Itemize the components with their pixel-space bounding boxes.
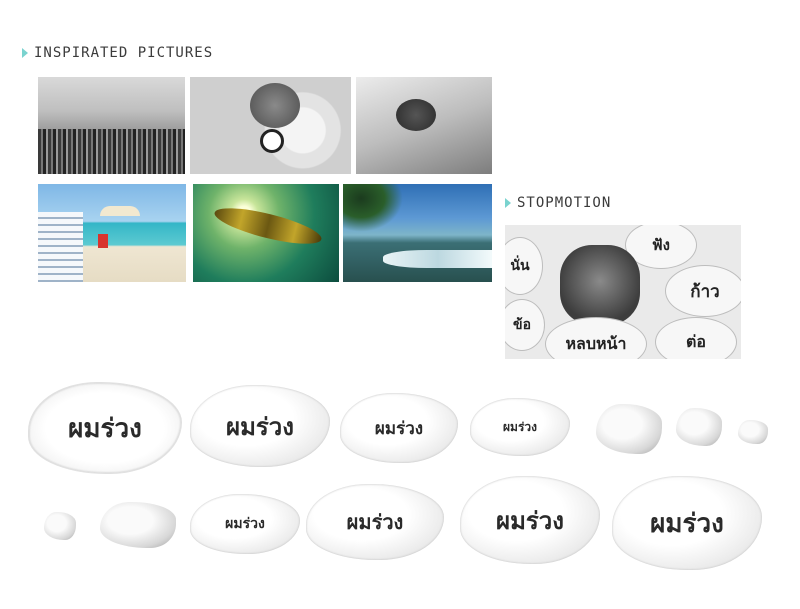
stopmotion-title: STOPMOTION — [517, 195, 612, 211]
crumpled-word-frame: ผมร่วง — [306, 484, 444, 560]
underwater-kelp-photo — [193, 184, 339, 282]
crumpled-paper-scrap — [676, 408, 722, 446]
crumpled-paper-scrap — [100, 502, 176, 548]
beach-chair-photo — [38, 184, 186, 282]
man-face-image — [560, 245, 640, 325]
speech-bubble: หลบหน้า — [545, 317, 647, 359]
inspirated-pictures-title: INSPIRATED PICTURES — [34, 45, 214, 61]
tropical-coast-photo — [343, 184, 492, 282]
inspirated-pictures-heading: INSPIRATED PICTURES — [22, 45, 213, 61]
speech-bubble: ต่อ — [655, 317, 737, 359]
speech-bubble: นั่น — [505, 237, 543, 295]
crumpled-paper-scrap — [596, 404, 662, 454]
crumpled-word-frame: ผมร่วง — [612, 476, 762, 570]
crumpled-word-frame: ผมร่วง — [470, 398, 570, 456]
triangle-icon — [22, 48, 28, 58]
crumpled-paper-scrap — [44, 512, 76, 540]
city-skyline-photo — [38, 77, 185, 174]
crumpled-word-frame: ผมร่วง — [190, 494, 300, 554]
sleeping-man-photo — [356, 77, 492, 174]
stopmotion-heading: STOPMOTION — [505, 195, 611, 211]
stopmotion-frame: นั่น ฟัง ก้าว ข้อ หลบหน้า ต่อ — [505, 225, 741, 359]
triangle-icon — [505, 198, 511, 208]
crumpled-word-frame: ผมร่วง — [340, 393, 458, 463]
speech-bubble: ก้าว — [665, 265, 741, 317]
office-desk-photo — [190, 77, 351, 174]
crumpled-word-frame: ผมร่วง — [190, 385, 330, 467]
speech-bubble: ข้อ — [505, 299, 545, 351]
crumpled-word-frame: ผมร่วง — [460, 476, 600, 564]
speech-bubble-word: ผมร่วง — [28, 382, 182, 474]
crumpled-paper-scrap — [738, 420, 768, 444]
speech-bubble: ฟัง — [625, 225, 697, 269]
